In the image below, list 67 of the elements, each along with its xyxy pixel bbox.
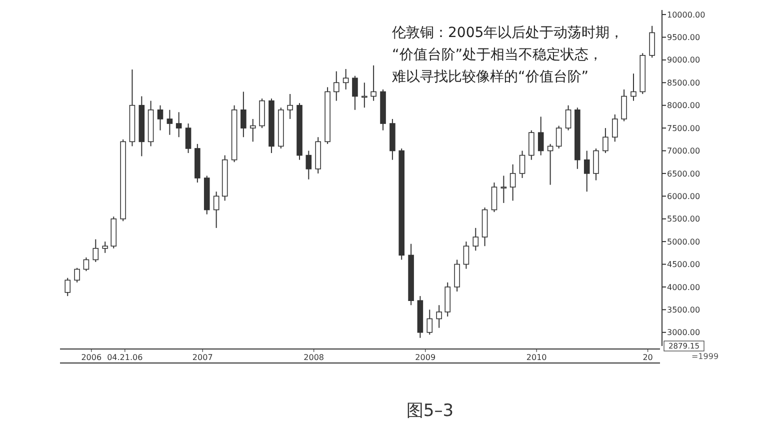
candlestick [500, 175, 507, 204]
candlestick [370, 64, 376, 102]
y-tick-label: 5000.00 [667, 237, 700, 246]
candlestick [556, 125, 562, 149]
candlestick [74, 267, 80, 283]
candlestick [519, 150, 526, 178]
candlestick [463, 241, 470, 270]
y-tick-label: 7000.00 [667, 146, 700, 156]
candlestick [166, 109, 173, 136]
candlestick [510, 164, 516, 202]
y-tick-label: 3000.00 [667, 328, 700, 338]
y-tick-label: 5500.00 [667, 214, 700, 224]
candlestick [352, 75, 358, 110]
x-tick-label: 2006 [81, 353, 102, 362]
y-tick-label: 9000.00 [667, 56, 700, 65]
y-tick-label: 6000.00 [667, 192, 700, 201]
candlestick [333, 70, 340, 102]
candlestick [612, 114, 618, 142]
candlestick [491, 182, 498, 213]
candlestick [630, 73, 636, 102]
candlestick [593, 148, 599, 181]
y-tick-label: 3500.00 [667, 305, 700, 314]
candlestick [472, 227, 479, 252]
candlestick [287, 94, 293, 120]
candlestick [157, 104, 164, 131]
annotation: 难以寻找比较像样的“价值台阶” [391, 69, 589, 85]
candlestick [83, 256, 90, 272]
candlestick [102, 241, 108, 254]
y-tick-label: 10000.00 [667, 10, 706, 20]
candlestick [436, 304, 442, 328]
x-tick-label: 2007 [192, 353, 213, 362]
x-tick-label: 2008 [304, 353, 324, 362]
candlestick [185, 123, 192, 154]
candlestick [250, 118, 256, 142]
candlestick [649, 25, 655, 58]
candlestick [547, 143, 554, 186]
y-tick-label: 9500.00 [667, 33, 700, 42]
candlestick [362, 82, 368, 108]
candlestick [621, 88, 627, 122]
x-tick-label: 2009 [415, 353, 436, 362]
y-tick-label: 4000.00 [667, 282, 700, 292]
candlestick [454, 259, 460, 292]
y-tick-label: 8500.00 [667, 78, 700, 88]
y-tick-label: 4500.00 [667, 260, 700, 270]
candlestick [92, 238, 99, 262]
x-tick-label: 04.21.06 [107, 353, 143, 362]
text: =1999 [691, 352, 719, 361]
candlestick [306, 150, 312, 180]
candlestick [342, 68, 349, 90]
candlestick [565, 104, 572, 131]
caption: 图5–3 [406, 401, 454, 421]
candlestick [528, 130, 534, 160]
x-tick-label: 20 [642, 353, 653, 362]
y-tick-label: 8000.00 [667, 101, 700, 110]
annotation: “价值台阶”处于相当不稳定状态， [392, 47, 603, 63]
y-tick-label: 7500.00 [667, 124, 700, 133]
y-tick-label: 6500.00 [667, 169, 700, 178]
candlestick [176, 112, 182, 138]
candlestick [426, 309, 433, 336]
candlestick [64, 277, 71, 297]
candlestick [240, 91, 246, 138]
x-tick-label: 2010 [526, 353, 547, 362]
candlestick [213, 191, 220, 228]
candlestick [538, 116, 544, 156]
annotation: 伦敦铜：2005年以后处于动荡时期， [392, 25, 624, 41]
candlestick [584, 150, 590, 192]
candlestick [602, 128, 608, 154]
